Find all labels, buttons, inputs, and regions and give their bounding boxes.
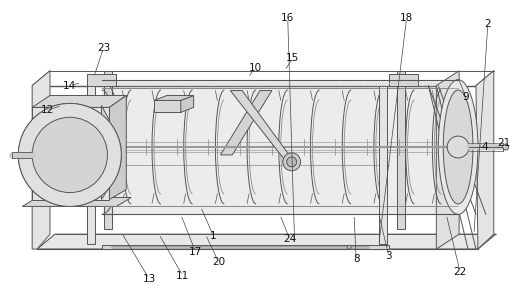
Ellipse shape [438, 80, 478, 214]
Polygon shape [397, 71, 405, 229]
Polygon shape [105, 71, 112, 229]
Text: 9: 9 [463, 92, 470, 102]
Text: 2: 2 [485, 19, 491, 29]
Polygon shape [109, 96, 126, 199]
Ellipse shape [452, 141, 464, 153]
Text: 15: 15 [286, 53, 300, 63]
Polygon shape [101, 245, 389, 249]
Polygon shape [220, 91, 272, 155]
Polygon shape [32, 107, 109, 199]
Ellipse shape [18, 104, 121, 206]
Ellipse shape [283, 153, 301, 171]
Ellipse shape [18, 104, 121, 206]
Text: 24: 24 [283, 234, 296, 244]
Text: 23: 23 [97, 43, 110, 53]
Text: 8: 8 [353, 254, 359, 264]
Polygon shape [87, 86, 95, 244]
Polygon shape [389, 74, 419, 86]
Text: 14: 14 [63, 81, 76, 91]
Text: 21: 21 [497, 138, 510, 148]
Polygon shape [37, 234, 496, 249]
Ellipse shape [347, 245, 351, 249]
Polygon shape [101, 80, 458, 214]
Ellipse shape [287, 157, 296, 167]
Text: 17: 17 [189, 247, 202, 257]
Polygon shape [379, 86, 387, 244]
Text: 22: 22 [453, 267, 467, 277]
Text: 16: 16 [281, 13, 294, 23]
Text: 12: 12 [41, 105, 54, 115]
Ellipse shape [447, 136, 469, 158]
Text: 18: 18 [400, 13, 413, 23]
Text: 13: 13 [142, 274, 155, 284]
Text: 11: 11 [176, 271, 189, 281]
Polygon shape [101, 180, 109, 199]
Polygon shape [154, 96, 193, 100]
Polygon shape [80, 187, 101, 199]
Ellipse shape [443, 90, 473, 204]
Ellipse shape [32, 117, 108, 193]
Polygon shape [154, 100, 181, 112]
Polygon shape [230, 91, 293, 160]
Ellipse shape [503, 144, 509, 150]
Text: 20: 20 [212, 257, 225, 267]
Text: 10: 10 [249, 63, 262, 73]
Polygon shape [101, 105, 109, 127]
Ellipse shape [32, 117, 108, 193]
Polygon shape [87, 74, 116, 86]
Polygon shape [22, 198, 131, 206]
Polygon shape [181, 96, 193, 112]
Polygon shape [436, 71, 459, 249]
Polygon shape [32, 71, 50, 249]
Text: 4: 4 [482, 142, 488, 152]
Polygon shape [32, 96, 126, 107]
Text: 1: 1 [210, 231, 217, 241]
Text: 3: 3 [385, 251, 392, 261]
Polygon shape [476, 71, 494, 249]
